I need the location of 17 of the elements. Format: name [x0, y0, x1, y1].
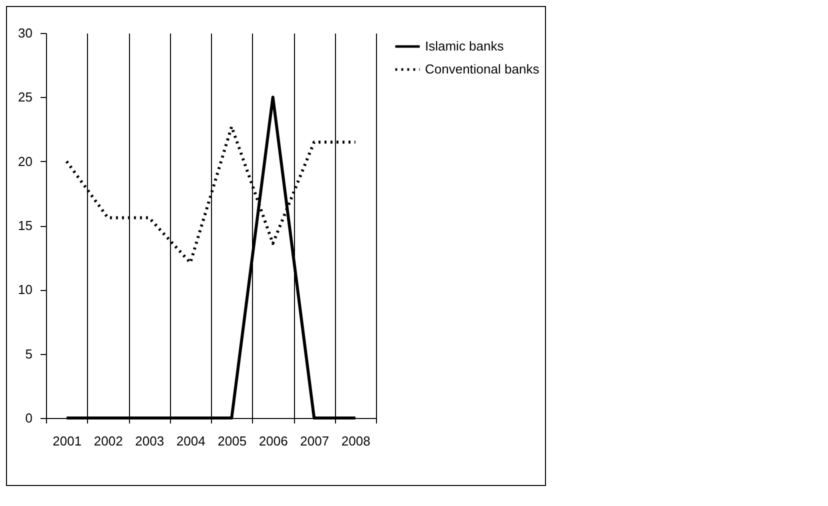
x-tick-label: 2006	[258, 434, 288, 448]
x-tick-label: 2003	[135, 434, 164, 448]
x-tick-label: 2007	[300, 434, 330, 448]
y-tick-label: 25	[18, 90, 32, 105]
legend-label: Islamic banks	[425, 38, 504, 54]
x-tick-label: 2001	[52, 434, 82, 448]
y-tick-label: 5	[25, 346, 32, 362]
x-tick-label: 2004	[176, 434, 206, 448]
legend-label: Conventional banks	[425, 62, 540, 76]
y-tick-label: 30	[18, 26, 32, 40]
y-tick-label: 15	[18, 218, 32, 233]
y-tick-label: 20	[18, 154, 32, 169]
x-tick-label: 2002	[94, 434, 123, 448]
x-tick-label: 2008	[341, 434, 370, 448]
x-tick-label: 2005	[218, 434, 247, 448]
y-tick-label: 10	[18, 282, 32, 298]
y-tick-label: 0	[25, 410, 32, 426]
